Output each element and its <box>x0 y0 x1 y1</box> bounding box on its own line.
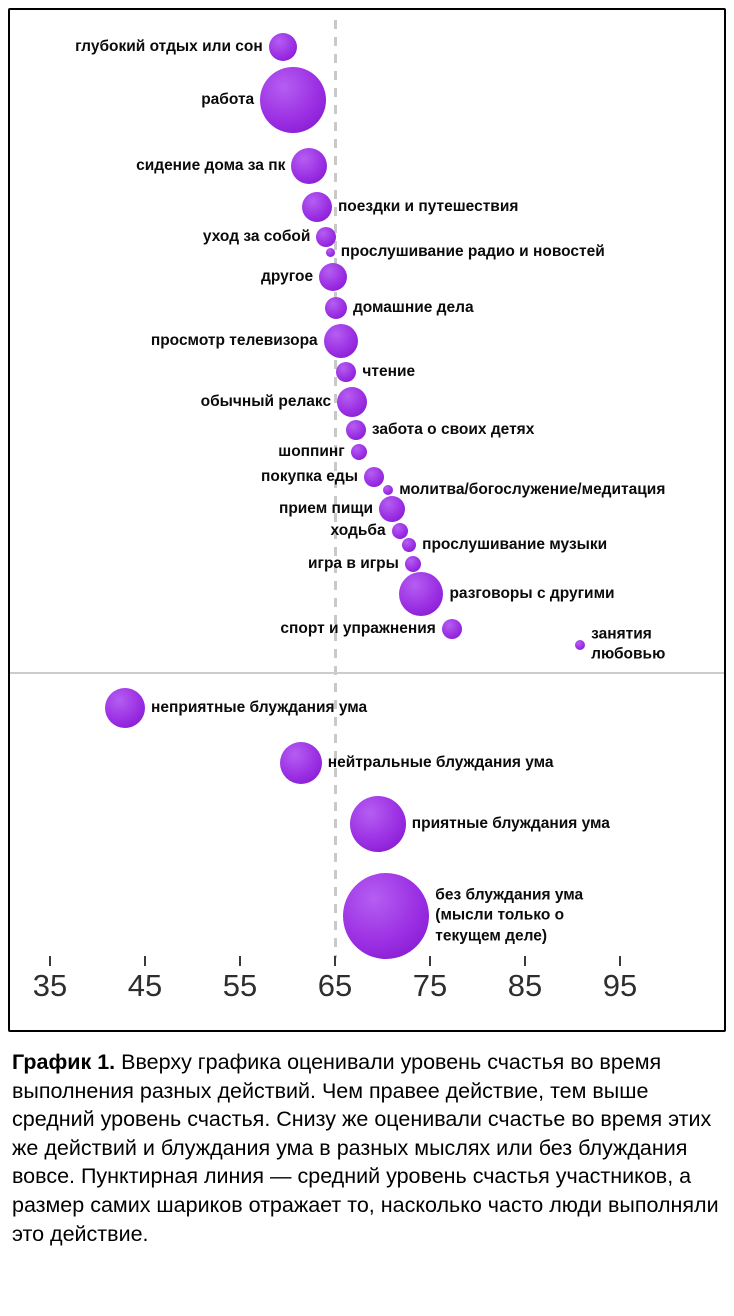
bubble-label: забота о своих детях <box>371 420 535 438</box>
bubble <box>383 485 394 495</box>
bubble-label: шоппинг <box>278 442 345 460</box>
bubble <box>319 263 348 291</box>
axis-tick <box>524 956 526 966</box>
bubble-label: нейтральные блуждания ума <box>327 753 554 771</box>
bubble <box>404 556 421 572</box>
bubble <box>279 742 322 784</box>
mean-happiness-dashed-line <box>333 20 337 958</box>
axis-tick-label: 95 <box>602 968 638 1003</box>
bubble <box>402 538 417 552</box>
bubble <box>268 33 297 61</box>
caption-lead: График 1. <box>12 1050 116 1074</box>
bubble <box>260 67 327 133</box>
bubble <box>316 227 337 247</box>
bubble-label: приятные блуждания ума <box>411 814 610 832</box>
bubble <box>324 297 347 319</box>
bubble-label: домашние дела <box>352 298 474 316</box>
bubble-label: молитва/богослужение/медитация <box>399 480 666 498</box>
bubble-chart: глубокий отдых или сон работа сидение дома… <box>8 8 726 1032</box>
bubble-label: покупка еды <box>260 467 358 485</box>
bubble-label: ходьба <box>330 521 386 539</box>
bubble <box>345 420 366 440</box>
bubble <box>105 688 146 728</box>
bubble-label: разговоры с другими <box>449 584 615 602</box>
bubble <box>350 444 367 460</box>
axis-tick <box>334 956 336 966</box>
bubble-label: прием пищи <box>278 499 373 517</box>
bubble-label: работа <box>201 90 255 108</box>
bubble <box>575 640 586 650</box>
axis-tick <box>619 956 621 966</box>
plot-area: глубокий отдых или сон работа сидение дома… <box>10 10 724 1030</box>
bubble <box>323 324 358 358</box>
bubble-label: уход за собой <box>202 227 311 245</box>
bubble-label: глубокий отдых или сон <box>75 37 263 55</box>
axis-tick <box>239 956 241 966</box>
axis-tick-label: 65 <box>317 968 353 1003</box>
bubble <box>325 247 335 257</box>
bubble <box>399 572 444 616</box>
caption-text: Вверху графика оценивали уровень счастья… <box>12 1050 719 1246</box>
axis-tick-label: 35 <box>32 968 68 1003</box>
bubble-label: сидение дома за пк <box>136 156 286 174</box>
axis-tick-label: 85 <box>507 968 543 1003</box>
bubble <box>391 523 408 539</box>
bubble <box>343 873 430 959</box>
bubble <box>349 796 406 852</box>
bubble <box>337 387 368 417</box>
bubble-label: прослушивание музыки <box>422 535 608 553</box>
bubble-label: занятия любовью <box>591 625 666 663</box>
bubble <box>363 467 384 487</box>
bubble-label: чтение <box>362 362 416 380</box>
axis-tick <box>144 956 146 966</box>
axis-tick <box>49 956 51 966</box>
bubble-label: без блуждания ума (мысли только о текуще… <box>435 886 584 945</box>
axis-tick-label: 55 <box>222 968 258 1003</box>
bubble-label: просмотр телевизора <box>150 331 318 349</box>
bubble-label: обычный релакс <box>200 392 332 410</box>
bubble <box>301 192 332 222</box>
axis-tick-label: 75 <box>412 968 448 1003</box>
bubble <box>441 619 462 639</box>
bubble-label: игра в игры <box>307 554 399 572</box>
caption: График 1. Вверху графика оценивали урове… <box>0 1032 734 1254</box>
bubble <box>291 148 328 184</box>
bubble-label: другое <box>261 267 314 285</box>
section-separator-line <box>10 672 724 674</box>
axis-tick-label: 45 <box>127 968 163 1003</box>
bubble-label: прослушивание радио и новостей <box>340 242 605 260</box>
axis-tick <box>429 956 431 966</box>
bubble-label: спорт и упражнения <box>280 619 436 637</box>
bubble <box>379 496 405 522</box>
happiness-infographic: глубокий отдых или сон работа сидение дома… <box>0 8 734 1254</box>
bubble-label: неприятные блуждания ума <box>151 698 368 716</box>
bubble <box>336 362 357 382</box>
bubble-label: поездки и путешествия <box>337 197 519 215</box>
